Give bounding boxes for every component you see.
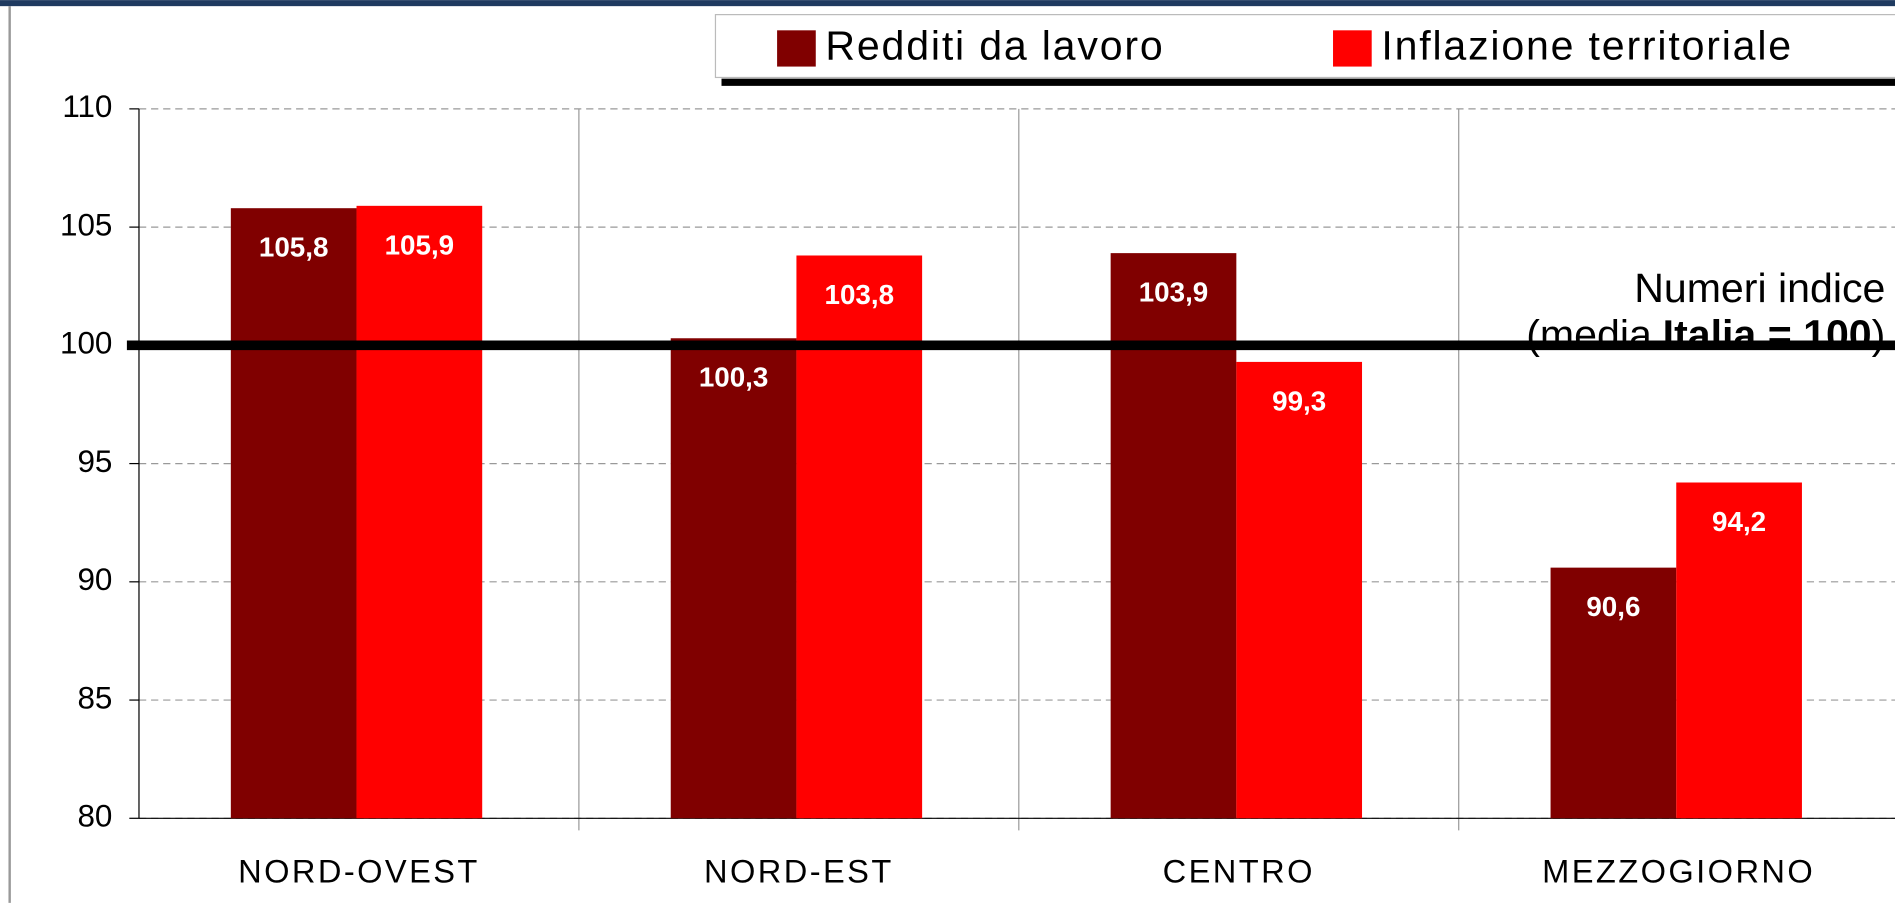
- legend: Redditi da lavoro Inflazione territoriale: [714, 14, 1895, 86]
- bar: [1236, 361, 1363, 819]
- bar: [1550, 567, 1677, 819]
- y-tick-label: 80: [77, 799, 112, 834]
- x-tick-label: CENTRO: [1163, 853, 1315, 890]
- value-label: 103,9: [1139, 277, 1209, 308]
- annotation: (media Italia = 100): [1526, 311, 1885, 357]
- value-label: 103,8: [825, 279, 895, 310]
- legend-box: [714, 14, 1895, 79]
- legend-label: Inflazione territoriale: [1381, 22, 1793, 68]
- y-tick-label: 105: [60, 207, 112, 242]
- bar: [670, 338, 797, 819]
- bar: [796, 255, 923, 819]
- bar: [1676, 482, 1802, 819]
- legend-swatch: [777, 30, 816, 67]
- annotation-part: (media: [1526, 311, 1652, 357]
- value-label: 94,2: [1712, 506, 1766, 537]
- y-tick-label: 85: [77, 680, 112, 715]
- bar: [1110, 253, 1237, 819]
- x-tick-label: NORD-OVEST: [238, 853, 480, 890]
- annotation: Numeri indice: [1634, 265, 1885, 311]
- value-label: 100,3: [699, 362, 769, 393]
- y-tick-label: 95: [77, 444, 112, 479]
- y-tick-label: 100: [60, 326, 112, 361]
- bar: [356, 205, 483, 819]
- value-label: 99,3: [1272, 385, 1326, 416]
- legend-swatch: [1333, 30, 1372, 67]
- x-tick-label: MEZZOGIORNO: [1542, 853, 1815, 890]
- y-tick-label: 110: [62, 89, 112, 124]
- legend-label: Redditi da lavoro: [825, 22, 1164, 68]
- annotation-part: ): [1872, 311, 1886, 357]
- value-label: 105,8: [259, 232, 329, 263]
- annotation-part: Italia = 100: [1663, 311, 1872, 357]
- top-bar: [0, 0, 1895, 7]
- y-tick-label: 90: [77, 562, 112, 597]
- value-label: 90,6: [1586, 591, 1640, 622]
- value-label: 105,9: [385, 229, 455, 260]
- bar: [230, 208, 357, 819]
- x-tick-label: NORD-EST: [704, 853, 894, 890]
